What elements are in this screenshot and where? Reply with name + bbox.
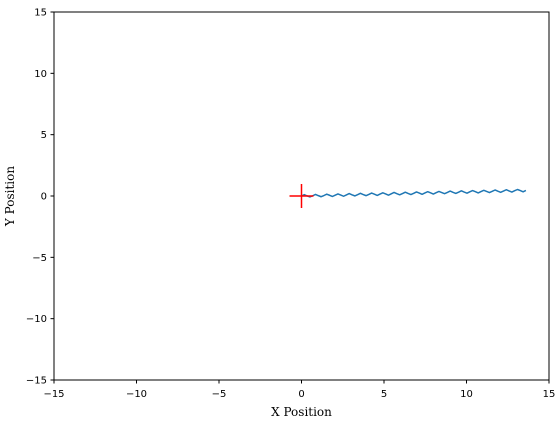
y-tick-label: −10 <box>26 314 47 325</box>
x-tick-label: 15 <box>543 389 556 400</box>
marker <box>289 184 314 208</box>
x-tick-label: 0 <box>298 389 304 400</box>
y-tick-label: −5 <box>32 253 47 264</box>
y-tick-label: 5 <box>41 130 47 141</box>
x-tick-label: 10 <box>460 389 473 400</box>
x-tick-label: 5 <box>381 389 387 400</box>
x-axis-title: X Position <box>271 405 332 419</box>
x-tick-label: −15 <box>43 389 64 400</box>
x-tick-label: −10 <box>126 389 147 400</box>
line <box>301 188 527 198</box>
y-axis-title: Y Position <box>3 166 17 227</box>
y-tick-label: 0 <box>41 192 47 203</box>
x-tick-label: −5 <box>212 389 227 400</box>
y-tick-label: 15 <box>34 8 47 19</box>
y-tick-label: −15 <box>26 376 47 387</box>
y-tick-label: 10 <box>34 69 47 80</box>
